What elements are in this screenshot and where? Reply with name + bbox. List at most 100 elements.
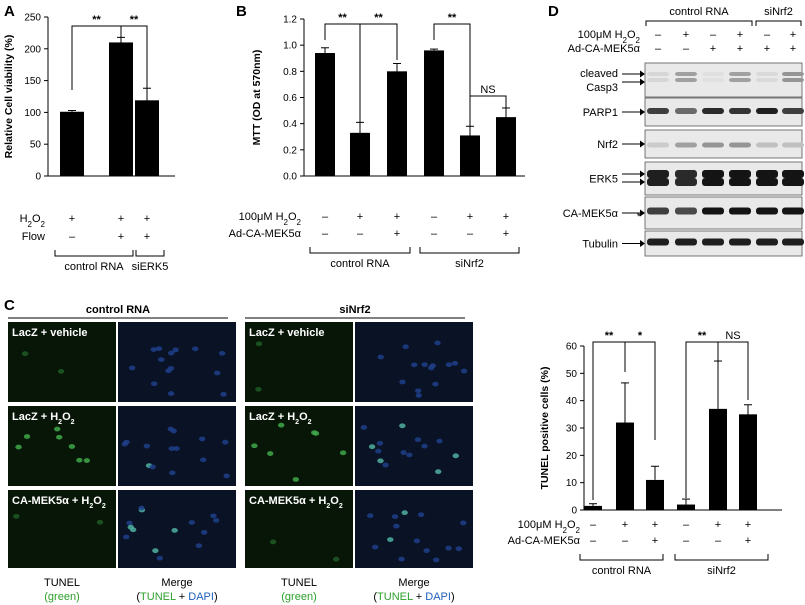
panel-c-row-label: LacZ + H2O2	[249, 411, 312, 426]
panel-c-row-label-sub: 2	[102, 503, 106, 510]
panel-d-band	[675, 238, 697, 246]
panel-d-row-label-part: 100μM H	[578, 29, 623, 41]
panel-d-band	[675, 170, 697, 178]
panel-c-chart-significance-label: **	[605, 330, 614, 342]
panel-d-group-bracket	[755, 20, 802, 26]
panel-c-cell	[83, 458, 91, 463]
panel-a-group-bracket	[54, 250, 134, 257]
panel-d-band	[702, 238, 724, 246]
panel-d-band	[647, 72, 669, 76]
panel-a-group-label: siERK5	[132, 261, 169, 273]
panel-c-cell	[76, 457, 83, 463]
panel-d-arrow-head	[640, 170, 645, 178]
panel-c-cell	[413, 538, 421, 544]
panel-d-band	[782, 178, 804, 186]
panel-c-cell	[55, 434, 63, 440]
panel-c-merge-tunel: TUNEL	[140, 591, 176, 603]
panel-d-band	[782, 207, 804, 215]
panel-d-row-label-sub: 2	[623, 36, 628, 45]
panel-c-merge-open: (	[136, 591, 140, 603]
panel-a-row-mark: –	[69, 231, 76, 243]
panel-c-cell	[129, 527, 137, 533]
panel-d-row-mark: –	[764, 29, 771, 41]
panel-d-blot-label: cleaved	[580, 68, 618, 80]
panel-c-chart-row-label-sub: 2	[563, 526, 568, 535]
panel-a-row-label-sub: 2	[28, 220, 33, 229]
panel-c-cell	[255, 341, 263, 347]
panel-b-y-tick-label: 0.2	[283, 145, 297, 156]
panel-a-y-label: Relative Cell viability (%)	[3, 35, 15, 159]
panel-c-chart-row-mark: +	[622, 519, 628, 531]
panel-c-cell	[421, 443, 428, 449]
panel-c-col-tunel-sub: (green)	[44, 591, 79, 603]
panel-c-chart-group-label: control RNA	[592, 565, 652, 577]
panel-c-cell	[400, 450, 407, 455]
panel-c-cell	[417, 512, 425, 518]
panel-a-bar	[60, 111, 84, 176]
panel-d-row-mark: +	[790, 43, 796, 55]
panel-d-band	[729, 108, 751, 114]
panel-c-row-label-sub: 2	[308, 419, 312, 426]
panel-b-bar	[315, 53, 335, 177]
panel-d-blot-label: Tubulin	[582, 239, 618, 251]
panel-b-row-label-sub: 2	[297, 218, 302, 227]
panel-b-y-tick-label: 0.0	[283, 172, 297, 183]
panel-c-merge-dapi: DAPI	[188, 591, 214, 603]
panel-a-group-bracket	[135, 250, 165, 257]
panel-b-bar	[460, 135, 480, 176]
panel-d-band	[782, 142, 804, 148]
panel-c-letter: C	[4, 297, 15, 314]
panel-d-row-label-part: O	[627, 29, 636, 41]
panel-d-band	[756, 178, 778, 186]
panel-c-chart-y-label: TUNEL positive cells (%)	[539, 367, 551, 490]
panel-c-cell	[360, 424, 368, 430]
panel-c-row-label-sub: 2	[326, 503, 330, 510]
panel-c-chart-significance-label: **	[698, 330, 707, 342]
panel-c-merge-tunel: TUNEL	[377, 591, 413, 603]
panel-c-merge-plus: +	[413, 591, 426, 603]
panel-c-tunel-image	[245, 322, 353, 402]
panel-d-blot-label: CA-MEK5α	[563, 208, 619, 220]
panel-d-group-label: control RNA	[669, 6, 729, 18]
panel-b-row-mark: +	[357, 211, 363, 223]
panel-c-cell	[451, 360, 459, 366]
panel-c-chart-row-mark: –	[683, 519, 690, 531]
panel-d-arrow-head	[640, 78, 645, 86]
panel-d-group-label: siNrf2	[764, 6, 793, 18]
panel-d-band	[647, 108, 669, 114]
panel-d-band	[782, 108, 804, 114]
panel-c-cell	[13, 513, 20, 519]
panel-a-row-mark: +	[69, 213, 75, 225]
panel-d-band	[756, 170, 778, 178]
panel-a-row-label-part: O	[32, 213, 41, 225]
panel-b-row-mark: +	[394, 211, 400, 223]
panel-d-band	[756, 78, 778, 82]
panel-c-group-label: siNrf2	[339, 304, 370, 316]
panel-d-band	[782, 170, 804, 178]
panel-c-cell	[406, 452, 413, 458]
panel-a-y-tick-label: 250	[24, 13, 41, 24]
panel-b-row-label-part: 100μM H	[239, 211, 284, 223]
panel-d-arrow-head	[640, 140, 645, 148]
panel-b-row-mark: +	[503, 211, 509, 223]
panel-c-cell	[143, 443, 151, 449]
panel-a-y-tick-label: 200	[24, 44, 41, 55]
panel-c-cell	[452, 453, 459, 459]
panel-c-cell	[398, 556, 405, 562]
panel-d-band	[647, 170, 669, 178]
panel-c-cell	[172, 347, 179, 353]
panel-c-row-label-part: O	[93, 495, 102, 507]
panel-d-band	[782, 238, 804, 246]
panel-c-cell	[255, 386, 262, 392]
panel-b-y-tick-label: 1.0	[283, 41, 297, 52]
panel-d-band	[729, 238, 751, 246]
panel-c-cell	[126, 520, 133, 526]
panel-a-bar	[135, 100, 159, 176]
panel-b-significance-bracket	[469, 95, 507, 140]
panel-c-cell	[223, 473, 230, 479]
panel-b-row-mark: –	[322, 211, 329, 223]
panel-b-bar	[387, 71, 407, 176]
panel-c-chart-significance-label: *	[638, 330, 643, 342]
panel-d-arrow-head	[640, 108, 645, 116]
